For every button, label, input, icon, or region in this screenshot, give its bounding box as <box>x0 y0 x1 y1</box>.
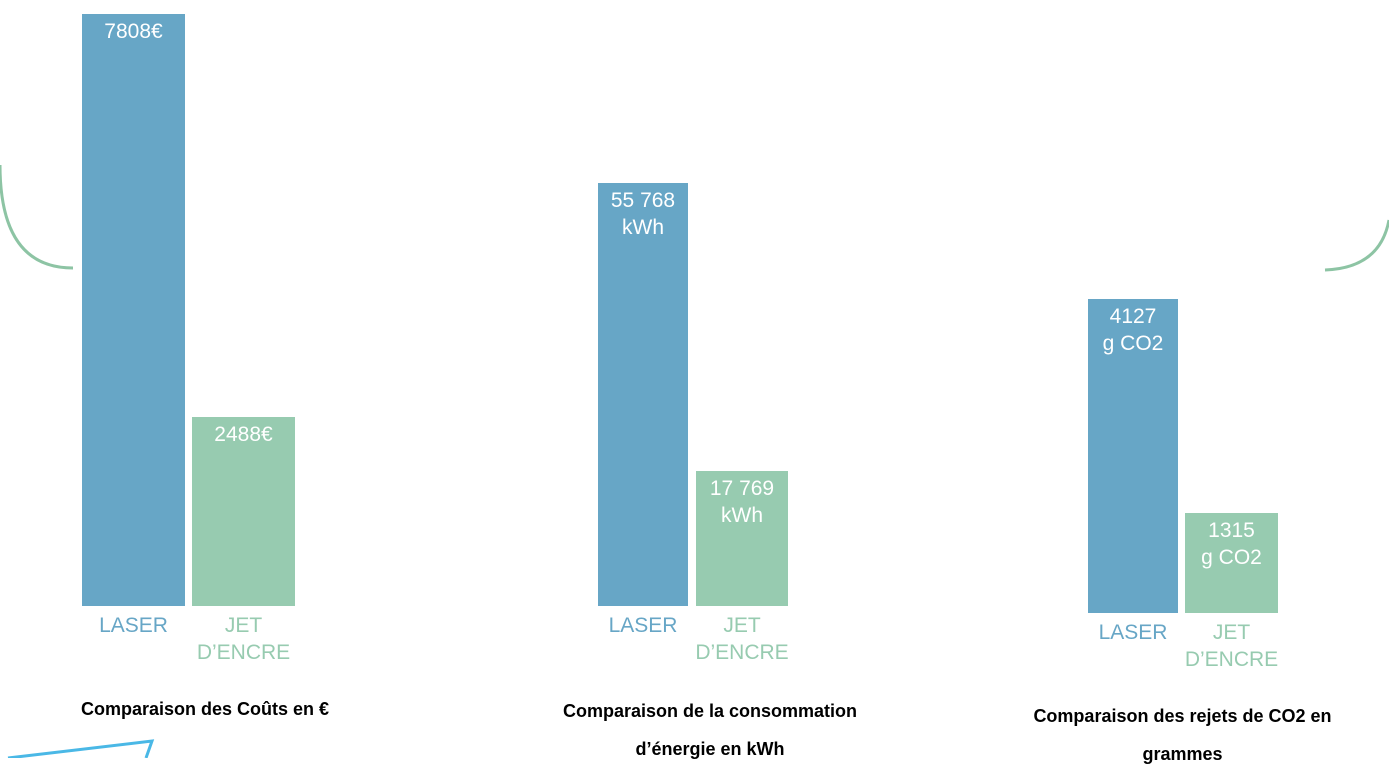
chart-title: Comparaison de la consommation d’énergie… <box>562 701 858 759</box>
bar-jet: 17 769 kWh <box>696 471 788 606</box>
arrow-decoration <box>7 739 155 758</box>
frame-right-arc <box>1324 219 1389 272</box>
category-label-laser: LASER <box>1098 621 1168 644</box>
bar-laser: 7808€ <box>82 14 185 606</box>
chart-co2: 4127 g CO2 1315 g CO2 LASER JET D’ENCRE Com… <box>1030 0 1335 764</box>
bar-value-label: 4127 g CO2 <box>1102 305 1164 355</box>
chart-title: Comparaison des rejets de CO2 en grammes <box>1033 706 1332 764</box>
bar-value-label: 55 768 kWh <box>610 189 676 239</box>
category-label-laser: LASER <box>608 614 678 637</box>
category-label-laser: LASER <box>99 614 168 637</box>
category-label-jet: JET D’ENCRE <box>695 614 789 664</box>
chart-energy: 55 768 kWh 17 769 kWh LASER JET D’ENCRE Com… <box>560 0 860 759</box>
bar-value-label: 7808€ <box>104 20 163 43</box>
bar-jet: 2488€ <box>192 417 295 606</box>
bar-laser: 4127 g CO2 <box>1088 299 1178 613</box>
bar-jet: 1315 g CO2 <box>1185 512 1278 613</box>
bar-value-label: 2488€ <box>214 423 273 447</box>
bar-value-label: 1315 g CO2 <box>1201 518 1262 569</box>
category-label-jet: JET D’ENCRE <box>1184 621 1279 671</box>
chart-title: Comparaison des Coûts en € <box>80 699 330 719</box>
bar-laser: 55 768 kWh <box>598 183 688 606</box>
category-label-jet: JET D’ENCRE <box>196 614 291 664</box>
frame-left-arc <box>0 164 74 270</box>
chart-costs: 7808€ 2488€ LASER JET D’ENCRE Comparaison… <box>60 0 350 758</box>
bar-value-label: 17 769 kWh <box>709 477 775 528</box>
